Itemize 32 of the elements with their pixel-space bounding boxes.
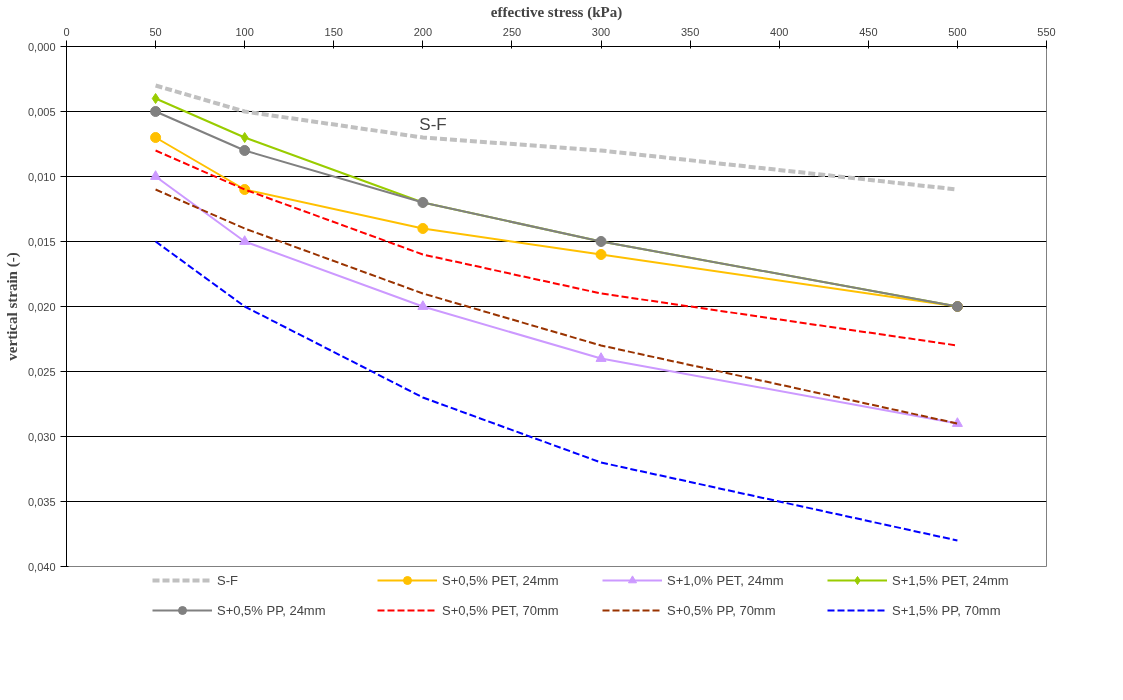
x-tick-label: 50 bbox=[149, 25, 162, 38]
annotation: S-F bbox=[419, 115, 447, 134]
x-tick-label: 100 bbox=[235, 25, 254, 38]
legend-label: S+0,5% PET, 24mm bbox=[442, 572, 560, 588]
x-tick-label: 350 bbox=[680, 25, 700, 38]
x-tick-label: 300 bbox=[591, 25, 611, 38]
y-tick-label: 0,010 bbox=[27, 170, 56, 183]
x-tick-label: 450 bbox=[859, 25, 878, 38]
x-tick-label: 0 bbox=[63, 25, 70, 38]
legend-label: S+0,5% PET, 70mm bbox=[442, 602, 560, 618]
x-tick-label: 150 bbox=[324, 25, 343, 38]
legend-label: S+0,5% PP, 24mm bbox=[217, 602, 327, 618]
x-axis-title: effective stress (kPa) bbox=[490, 3, 623, 21]
x-tick-label: 250 bbox=[502, 25, 522, 38]
legend-label: S+1,0% PET, 24mm bbox=[667, 572, 785, 588]
legend-label: S+1,5% PET, 24mm bbox=[892, 572, 1010, 588]
y-tick-label: 0,030 bbox=[27, 430, 56, 443]
y-tick-label: 0,000 bbox=[27, 40, 56, 53]
y-tick-label: 0,005 bbox=[27, 105, 56, 118]
y-tick-label: 0,025 bbox=[27, 365, 56, 378]
y-tick-label: 0,015 bbox=[27, 235, 56, 248]
y-tick-label: 0,035 bbox=[27, 495, 56, 508]
x-tick-label: 400 bbox=[770, 25, 789, 38]
legend-label: S+0,5% PP, 70mm bbox=[667, 602, 777, 618]
y-tick-label: 0,020 bbox=[27, 300, 56, 313]
legend-label: S+1,5% PP, 70mm bbox=[892, 602, 1002, 618]
y-tick-label: 0,040 bbox=[27, 560, 56, 573]
x-tick-label: 200 bbox=[413, 25, 433, 38]
legend-label: S-F bbox=[217, 572, 239, 588]
x-tick-label: 550 bbox=[1037, 25, 1056, 38]
x-tick-label: 500 bbox=[948, 25, 967, 38]
y-axis-title: vertical strain (-) bbox=[3, 252, 21, 361]
